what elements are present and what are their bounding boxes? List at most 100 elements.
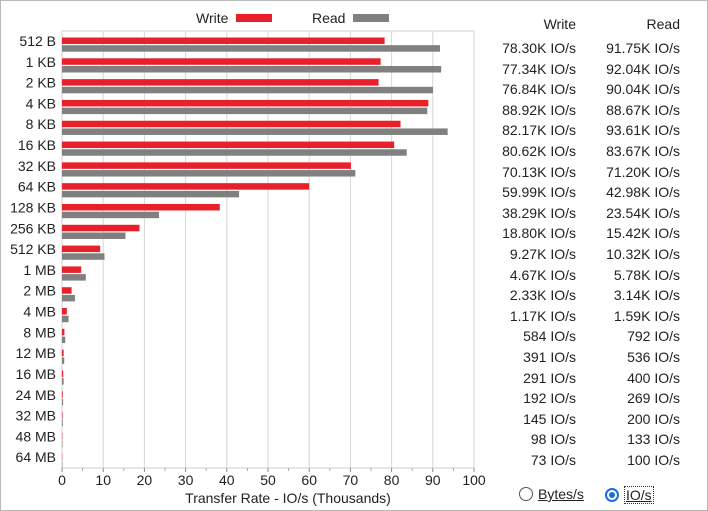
y-category-label: 16 KB (18, 137, 56, 153)
x-tick-label: 60 (301, 472, 317, 488)
bar-write (62, 58, 381, 65)
read-values-column: 91.75K IO/s 92.04K IO/s 90.04K IO/s 88.67K … (592, 38, 680, 470)
io-per-second-option[interactable]: IO/s (605, 486, 654, 504)
bar-write (62, 224, 140, 232)
write-value: 145 IO/s (523, 410, 576, 427)
y-category-label: 1 KB (26, 54, 56, 70)
y-category-label: 24 MB (16, 387, 56, 403)
read-value: 5.78K IO/s (613, 266, 680, 283)
x-tick-label: 20 (137, 472, 153, 488)
read-value: 83.67K IO/s (606, 142, 680, 159)
bar-read (62, 336, 66, 344)
y-category-label: 512 KB (10, 241, 56, 257)
write-value: 192 IO/s (523, 390, 576, 407)
bar-read (62, 149, 407, 156)
write-value: 2.33K IO/s (509, 287, 576, 304)
write-value: 38.29K IO/s (502, 204, 576, 221)
bar-write (62, 308, 67, 315)
y-category-label: 2 MB (23, 283, 56, 299)
write-value: 98 IO/s (530, 431, 576, 448)
write-value: 80.62K IO/s (502, 142, 576, 159)
write-value: 18.80K IO/s (502, 225, 576, 242)
bar-read (62, 45, 441, 52)
y-category-label: 32 MB (16, 408, 56, 424)
legend-write: Write (196, 8, 273, 28)
bar-read (62, 107, 428, 115)
bar-write (62, 203, 220, 211)
bar-write (62, 141, 395, 149)
write-value: 4.67K IO/s (509, 266, 576, 283)
write-value: 59.99K IO/s (502, 184, 576, 201)
y-category-label: 64 KB (18, 179, 56, 195)
read-value: 200 IO/s (627, 410, 680, 427)
bar-read (62, 440, 63, 448)
read-value: 15.42K IO/s (606, 225, 680, 242)
bar-read (62, 170, 356, 177)
x-tick-label: 0 (58, 472, 66, 488)
x-tick-label: 50 (260, 472, 276, 488)
y-category-label: 48 MB (16, 428, 56, 444)
read-value: 23.54K IO/s (606, 204, 680, 221)
y-category-label: 32 KB (18, 158, 56, 174)
bar-read (62, 378, 64, 385)
y-category-label: 12 MB (16, 345, 56, 361)
read-column-header: Read (646, 16, 680, 32)
y-category-label: 16 MB (16, 366, 56, 382)
read-value: 133 IO/s (627, 431, 680, 448)
bar-read (62, 253, 105, 260)
write-value: 76.84K IO/s (502, 81, 576, 98)
bar-read (62, 274, 86, 281)
bar-read (62, 86, 433, 94)
bar-read (62, 128, 448, 135)
y-category-label: 256 KB (10, 220, 56, 236)
bytes-radio-button[interactable] (519, 487, 533, 501)
read-value: 91.75K IO/s (606, 40, 680, 56)
write-value: 73 IO/s (530, 451, 576, 468)
bar-write (62, 266, 82, 273)
x-tick-label: 30 (178, 472, 194, 488)
bar-write (62, 412, 63, 419)
write-value: 78.30K IO/s (502, 40, 576, 56)
bar-write (62, 287, 72, 294)
read-value: 3.14K IO/s (613, 287, 680, 304)
read-value: 100 IO/s (627, 451, 680, 468)
bar-write (62, 391, 63, 398)
bytes-per-second-option[interactable]: Bytes/s (519, 486, 584, 502)
x-axis-label: Transfer Rate - IO/s (Thousands) (185, 490, 391, 506)
bytes-radio-label: Bytes/s (538, 486, 584, 502)
x-tick-label: 40 (219, 472, 235, 488)
bar-read (62, 66, 442, 73)
read-value: 71.20K IO/s (606, 163, 680, 180)
read-value: 92.04K IO/s (606, 60, 680, 77)
write-value: 291 IO/s (523, 369, 576, 386)
bar-read (62, 419, 63, 427)
legend-read-swatch (353, 14, 390, 22)
bar-read (62, 357, 65, 364)
read-value: 792 IO/s (627, 328, 680, 345)
bar-write (62, 349, 64, 357)
write-value: 9.27K IO/s (509, 245, 576, 262)
bar-write (62, 370, 64, 377)
read-value: 536 IO/s (627, 348, 680, 365)
write-value: 391 IO/s (523, 348, 576, 365)
io-radio-label: IO/s (624, 486, 654, 504)
y-category-label: 8 MB (23, 324, 56, 340)
legend-write-label: Write (196, 10, 229, 26)
bar-write (62, 328, 65, 336)
y-category-label: 2 KB (26, 75, 56, 91)
read-value: 400 IO/s (627, 369, 680, 386)
legend-write-swatch (236, 14, 273, 22)
io-radio-button[interactable] (605, 488, 619, 502)
bar-read (62, 190, 240, 198)
y-category-label: 4 KB (26, 95, 56, 111)
bar-read (62, 398, 64, 406)
read-value: 93.61K IO/s (606, 122, 680, 139)
y-category-label: 64 MB (16, 449, 56, 465)
x-tick-label: 100 (462, 472, 486, 488)
y-category-label: 8 KB (26, 116, 56, 132)
legend-read-label: Read (312, 10, 346, 26)
x-tick-label: 70 (343, 472, 359, 488)
bar-read (62, 232, 126, 239)
bar-write (62, 245, 101, 253)
